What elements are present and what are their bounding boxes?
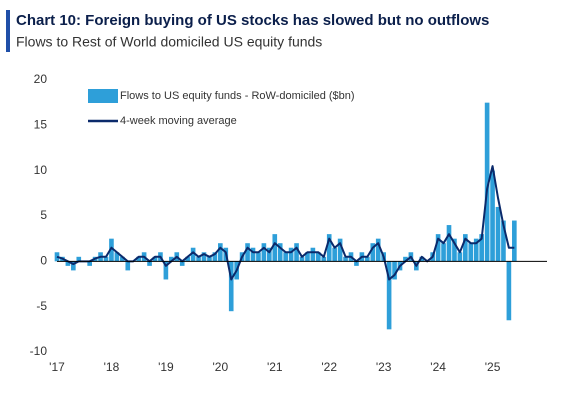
- bar: [179, 261, 185, 266]
- y-tick-label: 0: [40, 254, 47, 268]
- bar: [201, 252, 207, 262]
- bar: [190, 247, 196, 262]
- chart-title: Chart 10: Foreign buying of US stocks ha…: [16, 12, 489, 29]
- bar: [71, 261, 76, 271]
- bar: [473, 238, 479, 262]
- bar: [261, 243, 267, 262]
- bar: [463, 234, 468, 262]
- y-tick-label: 20: [34, 72, 48, 86]
- bar: [218, 243, 223, 262]
- bar: [490, 170, 495, 262]
- bar: [212, 252, 218, 262]
- y-tick-label: -5: [36, 299, 47, 313]
- bar: [196, 256, 201, 262]
- bar: [245, 243, 250, 262]
- bar: [283, 252, 288, 262]
- bar: [65, 261, 71, 266]
- chart-subtitle: Flows to Rest of World domiciled US equi…: [16, 34, 322, 50]
- x-tick-label: '22: [321, 360, 337, 374]
- y-tick-label: 15: [34, 118, 48, 132]
- bar: [152, 256, 158, 262]
- x-tick-label: '25: [485, 360, 501, 374]
- bar: [375, 238, 381, 262]
- legend-label: 4-week moving average: [120, 115, 237, 127]
- bar: [326, 234, 332, 262]
- bar: [256, 252, 261, 262]
- bar: [109, 238, 114, 262]
- bar: [114, 252, 120, 262]
- bar: [169, 256, 174, 262]
- bar: [452, 238, 457, 262]
- bar: [207, 256, 212, 262]
- legend-swatch: [88, 89, 118, 103]
- bar: [506, 261, 512, 321]
- bar: [316, 252, 321, 262]
- bar: [87, 261, 92, 266]
- x-tick-label: '17: [49, 360, 65, 374]
- bar: [386, 261, 392, 330]
- bar: [441, 243, 446, 262]
- bar: [495, 206, 501, 262]
- x-tick-label: '24: [430, 360, 446, 374]
- x-tick-label: '20: [213, 360, 229, 374]
- bar: [457, 252, 463, 262]
- bar: [419, 256, 425, 262]
- bar: [288, 247, 294, 262]
- bar: [147, 261, 152, 266]
- bar: [484, 102, 490, 262]
- bar: [103, 256, 109, 262]
- x-tick-label: '21: [267, 360, 283, 374]
- bar: [125, 261, 131, 271]
- bar: [392, 261, 397, 280]
- bar: [299, 256, 305, 262]
- bar: [468, 243, 474, 262]
- x-tick-label: '18: [104, 360, 120, 374]
- bar: [403, 256, 408, 262]
- bar: [354, 261, 359, 266]
- x-tick-label: '19: [158, 360, 174, 374]
- bar: [228, 261, 234, 312]
- bar: [337, 238, 343, 262]
- bar: [321, 256, 327, 262]
- bar: [370, 243, 376, 262]
- bar: [136, 256, 141, 262]
- bar: [479, 234, 484, 262]
- bar: [310, 247, 316, 262]
- bar: [343, 256, 348, 262]
- bar: [163, 261, 169, 280]
- bar: [277, 243, 283, 262]
- bar: [267, 247, 272, 262]
- y-tick-label: -10: [30, 344, 48, 358]
- bar: [435, 234, 441, 262]
- y-tick-label: 5: [40, 208, 47, 222]
- bar: [250, 247, 256, 262]
- bar: [501, 220, 506, 262]
- title-accent: [6, 10, 10, 52]
- bar: [446, 225, 452, 262]
- bar: [305, 252, 310, 262]
- bar: [512, 220, 517, 262]
- bar: [272, 234, 278, 262]
- x-tick-label: '23: [376, 360, 392, 374]
- legend-label: Flows to US equity funds - RoW-domiciled…: [120, 90, 355, 102]
- bar: [332, 247, 337, 262]
- bar: [294, 243, 299, 262]
- bar: [365, 256, 370, 262]
- y-tick-label: 10: [34, 163, 48, 177]
- bar: [120, 256, 125, 262]
- bar: [185, 256, 190, 262]
- bar: [76, 256, 82, 262]
